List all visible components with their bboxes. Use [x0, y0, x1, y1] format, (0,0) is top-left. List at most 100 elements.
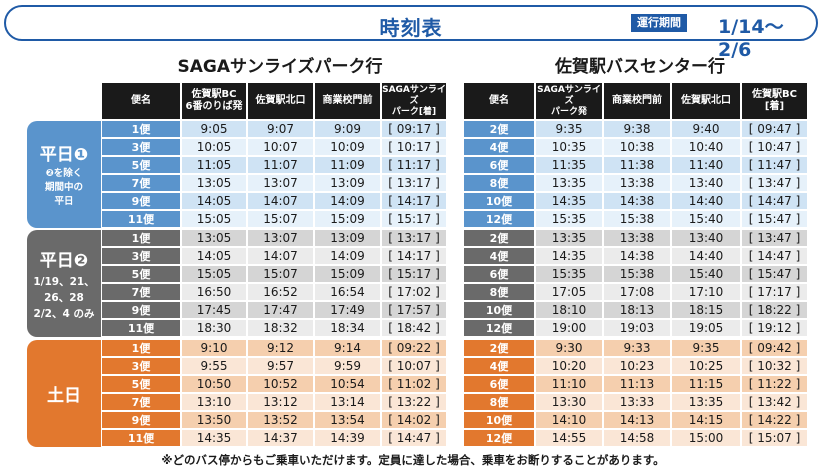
left-time-cell: [ 15:17 ] — [382, 211, 448, 228]
left-time-cell: 15:05 — [182, 211, 248, 228]
right-bin-cell: 12便 — [464, 320, 536, 337]
right-time-cell: 14:35 — [536, 193, 604, 210]
left-time-cell: 13:12 — [248, 394, 315, 411]
left-bin-cell: 9便 — [102, 193, 182, 210]
right-bin-cell: 6便 — [464, 376, 536, 393]
period-value: 1/14〜2/6 — [718, 16, 784, 61]
right-time-cell: 14:55 — [536, 430, 604, 447]
left-time-cell: 13:09 — [315, 175, 382, 192]
left-time-cell: 9:09 — [315, 121, 382, 138]
right-time-cell: 15:38 — [604, 211, 672, 228]
right-bin-cell: 10便 — [464, 302, 536, 319]
left-col-header: 佐賀駅BC 6番のりば発 — [182, 83, 248, 119]
left-time-cell: 14:35 — [182, 430, 248, 447]
right-time-cell: 11:35 — [536, 157, 604, 174]
right-direction-title: 佐賀駅バスセンター行 — [555, 57, 725, 77]
left-time-cell: 13:52 — [248, 412, 315, 429]
left-time-cell: 9:07 — [248, 121, 315, 138]
right-bin-cell: 8便 — [464, 394, 536, 411]
right-time-cell: 14:38 — [604, 193, 672, 210]
left-time-cell: [ 14:02 ] — [382, 412, 448, 429]
left-time-cell: [ 14:17 ] — [382, 193, 448, 210]
right-bin-cell: 8便 — [464, 175, 536, 192]
right-time-cell: 11:10 — [536, 376, 604, 393]
right-bin-cell: 4便 — [464, 139, 536, 156]
left-time-cell: [ 13:17 ] — [382, 230, 448, 247]
left-time-cell: 10:09 — [315, 139, 382, 156]
left-time-cell: [ 09:17 ] — [382, 121, 448, 138]
right-time-cell: [ 10:32 ] — [742, 358, 809, 375]
left-time-cell: 13:54 — [315, 412, 382, 429]
right-time-cell: 18:10 — [536, 302, 604, 319]
left-time-cell: [ 13:22 ] — [382, 394, 448, 411]
left-time-cell: 9:05 — [182, 121, 248, 138]
left-time-cell: 13:50 — [182, 412, 248, 429]
right-time-cell: 9:40 — [672, 121, 742, 138]
right-time-cell: [ 14:22 ] — [742, 412, 809, 429]
right-time-cell: 15:40 — [672, 211, 742, 228]
left-col-header: 商業校門前 — [315, 83, 382, 119]
right-time-cell: 13:30 — [536, 394, 604, 411]
left-col-header: 便名 — [102, 83, 182, 119]
right-time-cell: 10:20 — [536, 358, 604, 375]
left-time-cell: 9:14 — [315, 340, 382, 357]
left-time-cell: [ 17:57 ] — [382, 302, 448, 319]
left-time-cell: [ 17:02 ] — [382, 284, 448, 301]
left-bin-cell: 1便 — [102, 230, 182, 247]
right-time-cell: 13:35 — [536, 230, 604, 247]
right-time-cell: [ 09:42 ] — [742, 340, 809, 357]
left-time-cell: 11:09 — [315, 157, 382, 174]
left-time-cell: 13:05 — [182, 230, 248, 247]
left-bin-cell: 1便 — [102, 121, 182, 138]
right-bin-cell: 2便 — [464, 230, 536, 247]
left-bin-cell: 11便 — [102, 430, 182, 447]
right-time-cell: [ 13:42 ] — [742, 394, 809, 411]
left-time-cell: 15:09 — [315, 266, 382, 283]
right-time-cell: 18:15 — [672, 302, 742, 319]
right-bin-cell: 4便 — [464, 248, 536, 265]
right-time-cell: 10:35 — [536, 139, 604, 156]
group-label-sub: ❷を除く 期間中の 平日 — [44, 168, 83, 207]
left-time-cell: 14:05 — [182, 248, 248, 265]
left-time-cell: 9:12 — [248, 340, 315, 357]
left-bin-cell: 7便 — [102, 394, 182, 411]
left-time-cell: 16:52 — [248, 284, 315, 301]
right-time-cell: [ 14:47 ] — [742, 193, 809, 210]
left-bin-cell: 5便 — [102, 266, 182, 283]
right-time-cell: 15:38 — [604, 266, 672, 283]
left-bin-cell: 9便 — [102, 412, 182, 429]
left-time-cell: [ 13:17 ] — [382, 175, 448, 192]
left-bin-cell: 5便 — [102, 376, 182, 393]
left-time-cell: [ 09:22 ] — [382, 340, 448, 357]
left-time-cell: 18:34 — [315, 320, 382, 337]
right-time-cell: 13:38 — [604, 175, 672, 192]
left-time-cell: [ 15:17 ] — [382, 266, 448, 283]
right-time-cell: 14:58 — [604, 430, 672, 447]
right-bin-cell: 4便 — [464, 358, 536, 375]
header-banner: 時刻表 運行期間 1/14〜2/6 — [4, 5, 818, 61]
left-time-cell: 11:07 — [248, 157, 315, 174]
left-time-cell: 15:07 — [248, 211, 315, 228]
right-time-cell: [ 14:47 ] — [742, 248, 809, 265]
left-time-cell: 13:09 — [315, 230, 382, 247]
right-time-cell: 10:40 — [672, 139, 742, 156]
right-time-cell: 17:05 — [536, 284, 604, 301]
group-label-main: 土日 — [47, 386, 81, 406]
right-time-cell: [ 11:47 ] — [742, 157, 809, 174]
left-time-cell: 11:05 — [182, 157, 248, 174]
right-time-cell: 14:38 — [604, 248, 672, 265]
right-col-header: 佐賀駅BC [着] — [742, 83, 809, 119]
right-time-cell: 9:30 — [536, 340, 604, 357]
period-label: 運行期間 — [631, 14, 687, 32]
right-time-cell: [ 15:47 ] — [742, 266, 809, 283]
left-time-cell: 14:09 — [315, 248, 382, 265]
left-time-cell: 9:10 — [182, 340, 248, 357]
right-time-cell: 13:40 — [672, 175, 742, 192]
left-bin-cell: 3便 — [102, 248, 182, 265]
left-time-cell: 10:50 — [182, 376, 248, 393]
left-time-cell: 9:59 — [315, 358, 382, 375]
right-time-cell: [ 19:12 ] — [742, 320, 809, 337]
right-bin-cell: 6便 — [464, 157, 536, 174]
right-time-cell: 15:00 — [672, 430, 742, 447]
right-bin-cell: 12便 — [464, 430, 536, 447]
